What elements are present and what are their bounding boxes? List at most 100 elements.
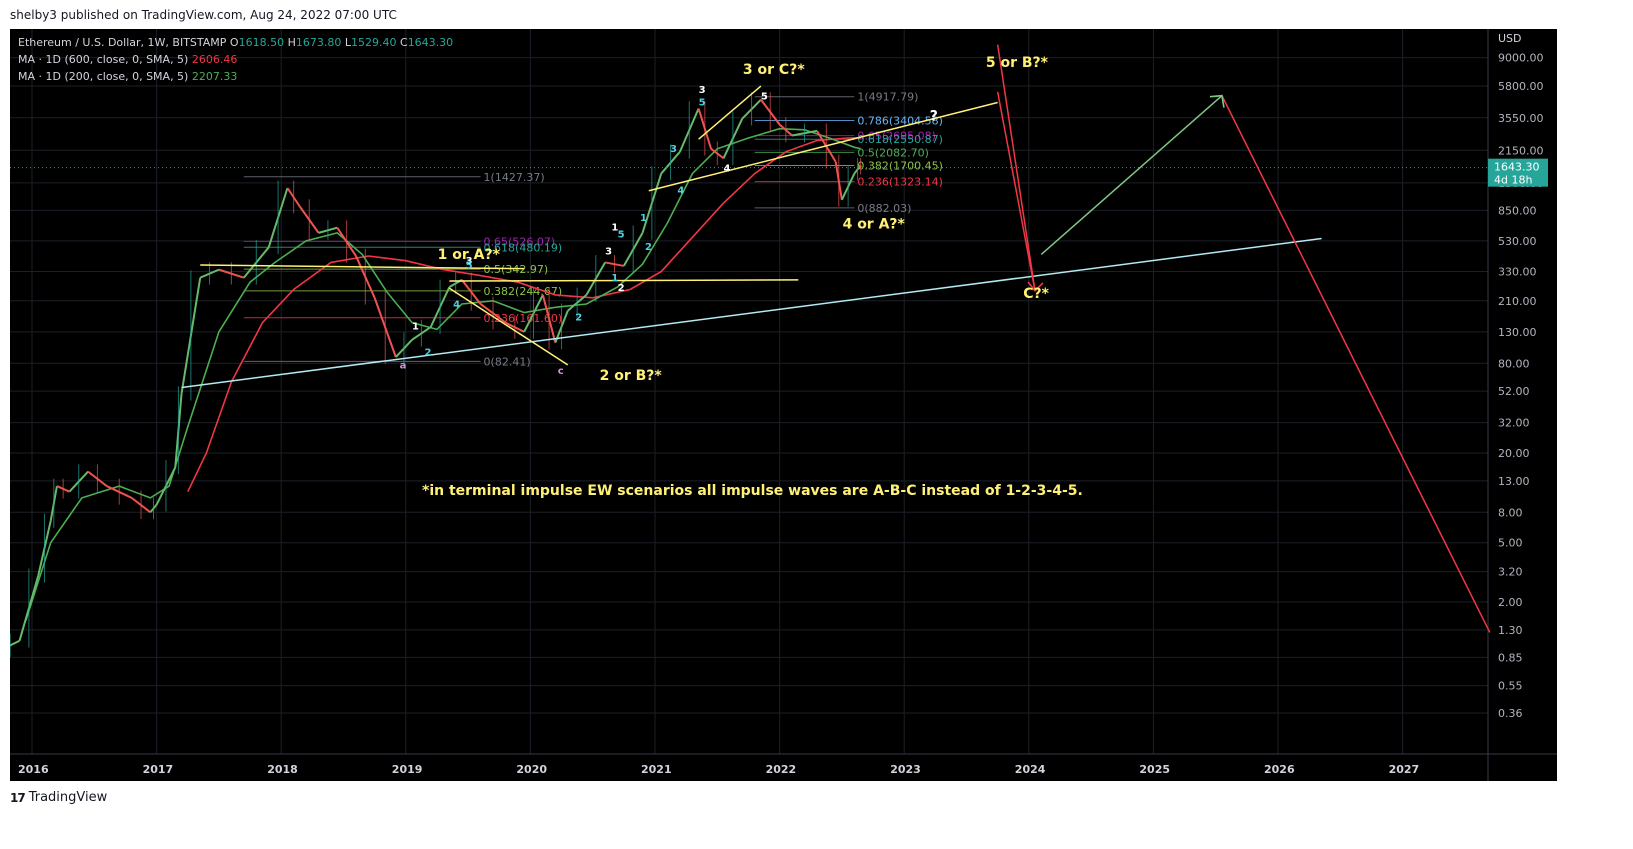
price-axis-tick-label: 330.00 — [1498, 266, 1537, 279]
wave-count-label: 1 — [611, 273, 618, 284]
price-candle-segment[interactable] — [10, 639, 20, 650]
time-axis-tick-label: 2026 — [1264, 763, 1295, 776]
countdown-label: 4d 18h — [1494, 174, 1532, 187]
time-axis-tick-label: 2025 — [1139, 763, 1170, 776]
fib-level-label: 0.786(3404.58) — [857, 115, 943, 128]
fib-level-label: 0.382(1700.45) — [857, 159, 943, 172]
legend-ma200-value: 2207.33 — [191, 70, 238, 83]
wave-count-label: 3 — [605, 246, 612, 257]
wave-count-label: 1 — [412, 321, 419, 332]
fib-level-label: 0.618(480.19) — [484, 241, 563, 254]
wave-count-label: 2 — [424, 348, 431, 359]
price-axis-tick-label: 0.85 — [1498, 651, 1523, 664]
time-axis-tick-label: 2020 — [516, 763, 547, 776]
chart-area[interactable]: Ethereum / U.S. Dollar, 1W, BITSTAMP O 16… — [10, 29, 1557, 781]
legend-ma200-label: MA · 1D (200, close, 0, SMA, 5) — [18, 70, 189, 83]
trendline[interactable] — [996, 91, 1036, 291]
wave-count-label: 5 — [618, 229, 625, 240]
price-axis-tick-label: 850.00 — [1498, 204, 1537, 217]
last-price-badge — [1488, 158, 1548, 187]
price-axis-tick-label: 13.00 — [1498, 475, 1530, 488]
time-axis-tick-label: 2024 — [1015, 763, 1046, 776]
legend-high-label: H — [287, 36, 296, 49]
trendline[interactable] — [200, 264, 525, 270]
fib-level-label: 0.5(342.97) — [484, 263, 549, 276]
legend-high-value: 1673.80 — [295, 36, 342, 49]
legend-ma600-value: 2606.46 — [191, 53, 238, 66]
wave-label: ? — [930, 109, 938, 125]
time-axis-tick-label: 2023 — [890, 763, 921, 776]
wave-count-label: 3 — [670, 144, 677, 155]
wave-count-label: 2 — [575, 312, 582, 323]
time-axis-tick-label: 2021 — [641, 763, 672, 776]
fib-level-label: 0(882.03) — [857, 202, 911, 215]
wave-count-label: 5 — [466, 261, 473, 272]
ma200-series-line[interactable] — [25, 127, 861, 621]
trendline[interactable] — [698, 85, 762, 140]
price-axis-tick-label: 3.20 — [1498, 566, 1523, 579]
fib-level-label: 0.618(2550.87) — [857, 133, 943, 146]
wave-count-label: 3 — [699, 85, 706, 96]
trendline[interactable] — [449, 279, 799, 282]
legend-ma600-row[interactable]: MA · 1D (600, close, 0, SMA, 5) 2606.46 — [18, 51, 453, 68]
wave-count-label: c — [558, 366, 564, 377]
time-axis-tick-label: 2016 — [18, 763, 49, 776]
time-axis-tick-label: 2022 — [766, 763, 797, 776]
wave-count-label: 3 — [466, 256, 473, 267]
price-axis-tick-label: 0.36 — [1498, 707, 1523, 720]
wave-label: 2 or B?* — [600, 368, 663, 384]
price-axis-currency: USD — [1498, 32, 1522, 45]
legend-close-value: 1643.30 — [407, 36, 454, 49]
trendline[interactable] — [648, 101, 998, 192]
legend-ma200-row[interactable]: MA · 1D (200, close, 0, SMA, 5) 2207.33 — [18, 68, 453, 85]
time-axis-tick-label: 2027 — [1389, 763, 1420, 776]
fib-level-label: 0.382(244.67) — [484, 285, 563, 298]
projection-arrowhead-up — [1209, 94, 1225, 108]
publisher-line: shelby3 published on TradingView.com, Au… — [10, 8, 397, 22]
legend-symbol: Ethereum / U.S. Dollar, 1W, BITSTAMP — [18, 36, 227, 49]
wave-label: 1 or A?* — [438, 247, 501, 263]
fib-level-label: 0.65(526.07) — [484, 235, 556, 248]
fib-level-label: 0(82.41) — [484, 355, 531, 368]
fib-level-label: 0.5(2082.70) — [857, 146, 929, 159]
price-axis-tick-label: 0.55 — [1498, 680, 1523, 693]
wave-count-label: 5 — [699, 97, 706, 108]
trendline[interactable] — [1040, 95, 1223, 255]
fib-level-label: 0.236(1323.14) — [857, 176, 943, 189]
price-chart-svg[interactable]: USD9000.005800.003550.002150.001300.0085… — [10, 29, 1557, 781]
price-axis-tick-label: 9000.00 — [1498, 52, 1544, 65]
chart-annotation: *in terminal impulse EW scenarios all im… — [422, 483, 1083, 499]
wave-count-label: 2 — [618, 283, 625, 294]
price-axis-tick-label: 1.30 — [1498, 624, 1523, 637]
wave-label: 4 or A?* — [843, 217, 906, 233]
footer: 17 TradingView — [10, 790, 107, 805]
price-axis-tick-label: 32.00 — [1498, 417, 1530, 430]
trendline[interactable] — [996, 44, 1036, 291]
chart-legend: Ethereum / U.S. Dollar, 1W, BITSTAMP O 16… — [18, 34, 453, 85]
price-axis-tick-label: 3550.00 — [1498, 112, 1544, 125]
legend-low-label: L — [344, 36, 351, 49]
price-axis-tick-label: 5.00 — [1498, 537, 1523, 550]
price-axis-tick-label: 2150.00 — [1498, 144, 1544, 157]
wave-count-label: 2 — [645, 242, 652, 253]
wave-count-label: a — [400, 360, 407, 371]
trendline[interactable] — [181, 237, 1322, 389]
legend-open-label: O — [229, 36, 239, 49]
wave-count-label: 1 — [640, 213, 647, 224]
legend-ma600-label: MA · 1D (600, close, 0, SMA, 5) — [18, 53, 189, 66]
wave-count-label: 1 — [611, 223, 618, 234]
time-axis-tick-label: 2019 — [392, 763, 423, 776]
price-axis-tick-label: 130.00 — [1498, 326, 1537, 339]
wave-label: 3 or C?* — [743, 62, 805, 78]
projection-arrowhead-down — [1027, 281, 1044, 293]
trendline[interactable] — [1221, 95, 1491, 633]
fib-level-label: 1(4917.79) — [857, 91, 918, 104]
wave-count-label: 4 — [677, 186, 684, 197]
wave-label: C?* — [1023, 286, 1049, 302]
ma600-series-line[interactable] — [187, 137, 861, 493]
price-axis-tick-label: 52.00 — [1498, 385, 1530, 398]
price-axis-tick-label: 210.00 — [1498, 295, 1537, 308]
price-axis-tick-label: 5800.00 — [1498, 80, 1544, 93]
price-axis-tick-label: 20.00 — [1498, 447, 1530, 460]
trendline[interactable] — [449, 287, 569, 366]
